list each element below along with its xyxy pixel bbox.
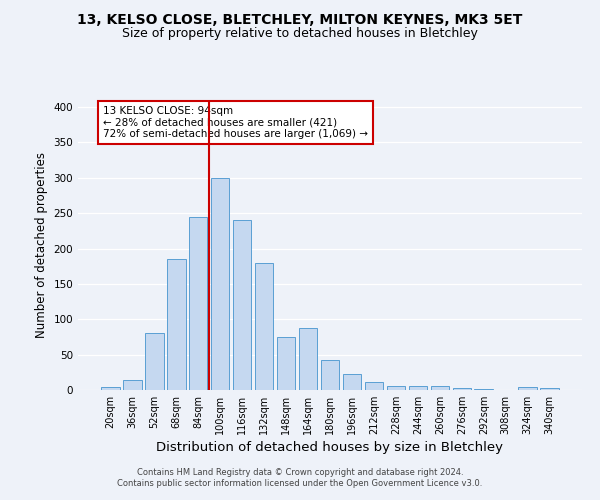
Bar [365, 382, 383, 390]
Bar [541, 388, 559, 390]
Text: 13 KELSO CLOSE: 94sqm
← 28% of detached houses are smaller (421)
72% of semi-det: 13 KELSO CLOSE: 94sqm ← 28% of detached … [103, 106, 368, 139]
X-axis label: Distribution of detached houses by size in Bletchley: Distribution of detached houses by size … [157, 441, 503, 454]
Bar [145, 332, 164, 390]
Bar [299, 328, 317, 390]
Bar [452, 388, 471, 390]
Bar [167, 259, 185, 390]
Bar [431, 386, 449, 390]
Bar [386, 386, 405, 390]
Bar [409, 386, 427, 390]
Bar [189, 216, 208, 390]
Text: 13, KELSO CLOSE, BLETCHLEY, MILTON KEYNES, MK3 5ET: 13, KELSO CLOSE, BLETCHLEY, MILTON KEYNE… [77, 12, 523, 26]
Bar [123, 380, 142, 390]
Bar [101, 387, 119, 390]
Text: Contains HM Land Registry data © Crown copyright and database right 2024.
Contai: Contains HM Land Registry data © Crown c… [118, 468, 482, 487]
Text: Size of property relative to detached houses in Bletchley: Size of property relative to detached ho… [122, 28, 478, 40]
Bar [233, 220, 251, 390]
Bar [277, 337, 295, 390]
Bar [211, 178, 229, 390]
Y-axis label: Number of detached properties: Number of detached properties [35, 152, 48, 338]
Bar [518, 387, 537, 390]
Bar [255, 262, 274, 390]
Bar [343, 374, 361, 390]
Bar [320, 360, 340, 390]
